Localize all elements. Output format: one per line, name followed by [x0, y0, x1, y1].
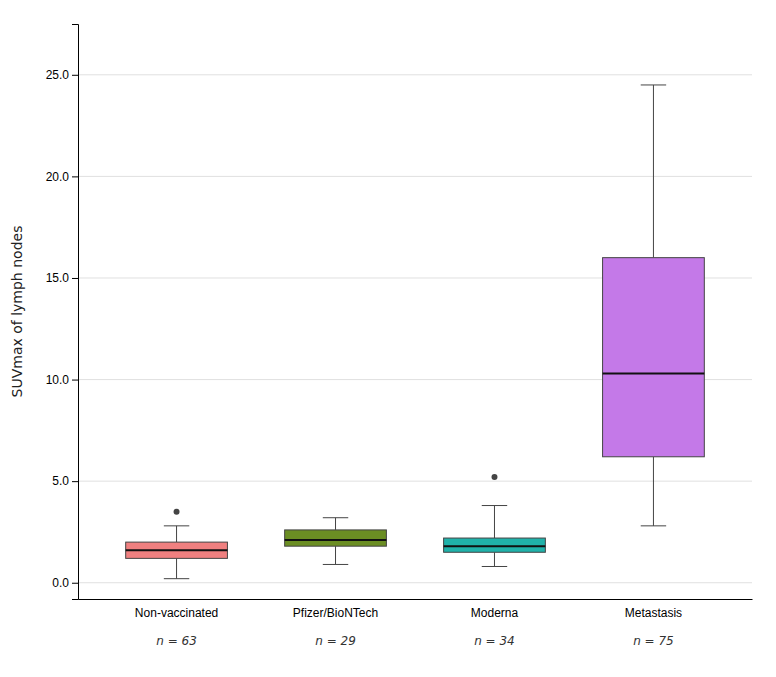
grid-line [78, 481, 752, 482]
y-tick: 20.0 [46, 170, 78, 184]
lower-cap [641, 525, 666, 526]
annotations: n = 63 n = 29 n = 34 n = 75 [156, 634, 673, 648]
median [126, 549, 228, 551]
x-tick: Metastasis [625, 599, 682, 620]
box-group [603, 85, 705, 526]
grid-line [78, 582, 752, 583]
annotation: n = 29 [315, 634, 356, 648]
y-tick: 15.0 [46, 271, 78, 285]
annotation: n = 75 [633, 634, 674, 648]
y-tick-label: 15.0 [46, 271, 70, 285]
box-group [444, 474, 546, 566]
annotation: n = 63 [156, 634, 197, 648]
grid [78, 75, 752, 583]
lower-cap [323, 564, 348, 565]
lower-cap [482, 566, 507, 567]
x-axis-line [79, 599, 753, 600]
y-tick: 10.0 [46, 373, 78, 387]
y-tick-mark [72, 278, 78, 279]
box [603, 258, 705, 457]
lower-whisker [653, 457, 654, 526]
y-tick-mark [72, 380, 78, 381]
upper-whisker [494, 506, 495, 539]
outlier [491, 474, 497, 480]
x-tick: Pfizer/BioNTech [293, 599, 378, 620]
x-tick-label: Non-vaccinated [135, 606, 218, 620]
lower-cap [164, 578, 189, 579]
lower-whisker [494, 552, 495, 566]
y-tick-mark [72, 176, 78, 177]
y-tick-label: 0.0 [52, 576, 69, 590]
lower-whisker [335, 546, 336, 564]
upper-whisker [176, 526, 177, 542]
x-tick: Moderna [471, 599, 519, 620]
lower-whisker [176, 558, 177, 578]
y-tick: 0.0 [52, 576, 78, 590]
upper-whisker [335, 518, 336, 530]
upper-cap [482, 505, 507, 506]
plot: 0.0 5.0 10.0 15.0 20.0 25.0 Non-vaccinated Pfiz… [46, 25, 753, 649]
y-axis-line [72, 25, 79, 600]
box [126, 542, 228, 558]
outlier [174, 509, 180, 515]
marks [126, 85, 705, 579]
y-tick: 25.0 [46, 68, 78, 82]
y-tick-mark [72, 75, 78, 76]
y-tick-mark [72, 481, 78, 482]
median [444, 545, 546, 547]
grid-line [78, 74, 752, 75]
y-tick-mark [72, 583, 78, 584]
box-group [285, 518, 387, 565]
x-tick-label: Metastasis [625, 606, 682, 620]
chart: 0.0 5.0 10.0 15.0 20.0 25.0 Non-vaccinated Pfiz… [0, 0, 776, 677]
upper-cap [164, 525, 189, 526]
x-tick-label: Pfizer/BioNTech [293, 606, 378, 620]
y-tick-label: 5.0 [52, 474, 69, 488]
x-tick: Non-vaccinated [135, 599, 218, 620]
box [444, 538, 546, 552]
x-axis: Non-vaccinated Pfizer/BioNTech Moderna Meta… [79, 599, 753, 620]
upper-cap [323, 517, 348, 518]
box-group [126, 509, 228, 579]
box [285, 530, 387, 546]
upper-whisker [653, 85, 654, 258]
y-axis-title: SUVmax of lymph nodes [9, 226, 25, 398]
annotation: n = 34 [474, 634, 515, 648]
grid-line [78, 176, 752, 177]
y-tick: 5.0 [52, 474, 78, 488]
y-axis: 0.0 5.0 10.0 15.0 20.0 25.0 [46, 25, 79, 600]
median [285, 539, 387, 541]
x-tick-label: Moderna [471, 606, 519, 620]
median [603, 372, 705, 374]
y-tick-label: 25.0 [46, 68, 70, 82]
y-tick-label: 10.0 [46, 373, 70, 387]
y-tick-label: 20.0 [46, 170, 70, 184]
upper-cap [641, 84, 666, 85]
